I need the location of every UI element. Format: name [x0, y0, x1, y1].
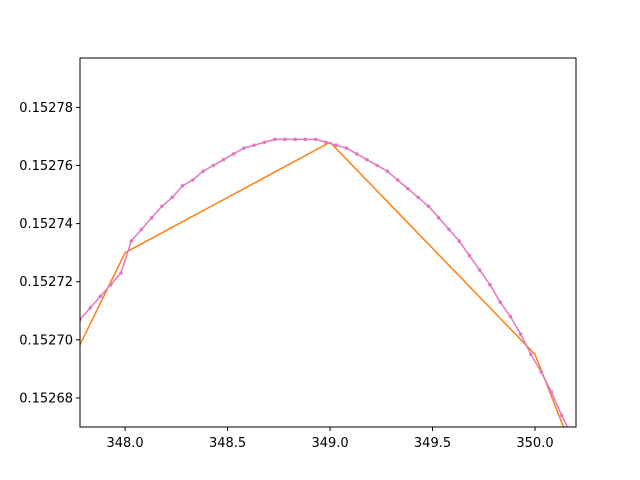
data-point	[549, 390, 554, 394]
data-point	[354, 152, 359, 156]
data-point	[313, 137, 318, 142]
data-point	[98, 294, 103, 299]
data-point	[467, 253, 472, 258]
data-point	[119, 271, 123, 275]
data-point	[88, 306, 93, 310]
x-tick-label: 349.0	[311, 436, 348, 451]
data-point	[160, 204, 164, 208]
data-point	[488, 282, 492, 287]
data-point	[129, 239, 134, 243]
data-point	[416, 195, 420, 200]
data-point	[477, 268, 482, 272]
data-point	[324, 140, 328, 145]
data-point	[262, 140, 267, 145]
data-point	[385, 169, 390, 174]
series-1	[80, 137, 569, 427]
data-point	[395, 178, 400, 182]
data-point	[365, 157, 369, 162]
data-point	[303, 137, 308, 142]
x-tick-label: 348.0	[106, 436, 143, 451]
y-tick-label: 0.15270	[19, 333, 73, 348]
data-point	[108, 282, 113, 287]
data-point	[231, 152, 236, 156]
data-point	[529, 352, 533, 357]
series-layer	[80, 137, 569, 427]
data-point	[436, 216, 441, 220]
y-tick-label: 0.15276	[19, 159, 73, 174]
data-point	[457, 239, 461, 243]
data-point	[170, 195, 175, 200]
data-point	[518, 332, 523, 336]
data-point	[283, 137, 287, 142]
data-point	[252, 143, 257, 147]
data-point	[344, 146, 349, 150]
data-point	[426, 204, 431, 208]
data-point	[559, 413, 564, 418]
data-point	[539, 370, 543, 374]
y-tick-label: 0.15274	[19, 217, 73, 232]
data-point	[334, 143, 339, 147]
data-point	[293, 137, 298, 142]
y-tick-label: 0.15272	[19, 275, 73, 290]
x-tick-label: 349.5	[414, 436, 451, 451]
data-point	[149, 216, 154, 220]
plot-frame	[79, 57, 577, 428]
x-axis: 348.0 348.5 349.0 349.5 350.0	[106, 427, 554, 451]
y-tick-label: 0.15278	[19, 101, 73, 116]
data-point	[139, 227, 144, 232]
data-point	[447, 227, 451, 232]
y-tick-label: 0.15268	[19, 391, 73, 406]
data-point	[221, 157, 226, 162]
data-point	[211, 163, 216, 168]
plot-area	[80, 58, 576, 427]
data-point	[508, 314, 513, 319]
data-point	[498, 300, 502, 304]
data-point	[242, 146, 246, 150]
x-tick-label: 350.0	[516, 436, 553, 451]
data-point	[180, 184, 185, 188]
data-point	[406, 186, 410, 191]
y-axis: 0.15268 0.15270 0.15272 0.15274 0.15276 0.152…	[19, 101, 80, 406]
data-point	[201, 169, 205, 174]
data-point	[190, 178, 195, 182]
data-point	[375, 163, 379, 168]
x-tick-label: 348.5	[209, 436, 246, 451]
data-point	[272, 137, 277, 142]
